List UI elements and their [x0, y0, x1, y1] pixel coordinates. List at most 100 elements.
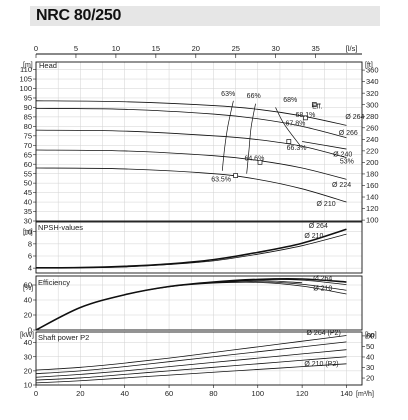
y-tick-label: 0 — [28, 326, 32, 335]
right-tick-label: 340 — [366, 77, 379, 86]
right-tick-label: 160 — [366, 181, 379, 190]
head-annotation-68-1: 68.1% — [295, 112, 315, 119]
efficiency-unit-left: [%] — [23, 285, 33, 292]
power-unit-right: [hp] — [365, 332, 377, 339]
head-series-224 — [35, 149, 347, 180]
y-tick-label: 60 — [24, 281, 32, 290]
head-series-266 — [35, 107, 347, 139]
head-annotation-63-5: 63.5% — [211, 176, 231, 183]
top-axis-unit: [l/s] — [346, 44, 358, 53]
y-tick-label: 65 — [24, 150, 32, 159]
right-tick-label: 240 — [366, 135, 379, 144]
efficiency-label-210: Ø 210 — [313, 285, 332, 292]
bep-marker — [233, 173, 238, 178]
y-tick-label: 45 — [24, 188, 32, 197]
y-tick-label: 90 — [24, 103, 32, 112]
right-tick-label: 30 — [366, 363, 374, 372]
right-tick-label: 360 — [366, 66, 379, 75]
right-tick-label: 60 — [366, 331, 374, 340]
right-tick-label: 260 — [366, 123, 379, 132]
bep-marker — [311, 102, 317, 107]
y-tick-label: 30 — [24, 352, 32, 361]
efficiency-panel-frame — [35, 275, 363, 331]
head-series-264 — [35, 100, 347, 126]
x-tick-label: 0 — [34, 389, 38, 398]
x-tick-label: 40 — [121, 389, 129, 398]
top-tick-label: 35 — [311, 44, 319, 53]
efficiency-label-264: Ø 264 — [313, 276, 332, 283]
power-series-210-p2 — [35, 363, 347, 384]
right-tick-label: 280 — [366, 112, 379, 121]
right-tick-label: 320 — [366, 89, 379, 98]
power-panel-frame — [35, 331, 363, 386]
y-tick-label: 60 — [24, 160, 32, 169]
y-tick-label: 75 — [24, 131, 32, 140]
y-tick-label: 30 — [24, 217, 32, 226]
power-panel-label: Shaft power P2 — [38, 333, 89, 342]
y-tick-label: 10 — [24, 381, 32, 390]
y-tick-label: 20 — [24, 366, 32, 375]
iso-efficiency-63 — [221, 100, 234, 171]
y-tick-label: 40 — [24, 198, 32, 207]
head-annotation-eff: Eff. — [312, 103, 322, 110]
right-tick-label: 100 — [366, 216, 379, 225]
head-unit-right: [ft] — [365, 62, 373, 69]
power-series-224 — [35, 356, 347, 381]
npsh-panel-frame — [35, 221, 363, 274]
bep-marker — [257, 159, 263, 165]
chart-title: NRC 80/250 — [36, 7, 122, 24]
x-tick-label: 20 — [76, 389, 84, 398]
y-tick-label: 10 — [24, 227, 32, 236]
head-label-240: Ø 240 — [333, 152, 352, 159]
head-label-210: Ø 210 — [317, 201, 336, 208]
right-tick-label: 220 — [366, 146, 379, 155]
npsh-panel-label: NPSH-values — [38, 223, 83, 232]
y-tick-label: 80 — [24, 122, 32, 131]
right-tick-label: 120 — [366, 204, 379, 213]
y-tick-label: 110 — [20, 65, 32, 74]
npsh-label-210: Ø 210 — [304, 233, 323, 240]
head-annotation-53: 53% — [340, 158, 354, 165]
title-bar: NRC 80/250 — [30, 6, 380, 26]
head-label-266: Ø 266 — [339, 130, 358, 137]
iso-efficiency-66 — [246, 103, 256, 174]
right-tick-label: 50 — [366, 342, 374, 351]
head-series-53 — [302, 141, 347, 150]
efficiency-series-210 — [35, 281, 347, 331]
head-unit-left: [m] — [23, 62, 33, 69]
npsh-unit-left: [m] — [23, 229, 33, 236]
y-tick-label: 35 — [24, 207, 32, 216]
power-label-210: Ø 210 (P2) — [304, 361, 338, 368]
head-annotation-64-6: 64.6% — [244, 155, 264, 162]
head-series-210 — [35, 167, 347, 203]
top-tick-label: 15 — [152, 44, 160, 53]
head-annotation-66-3: 66.3% — [287, 145, 307, 152]
top-tick-label: 25 — [232, 44, 240, 53]
right-tick-label: 180 — [366, 170, 379, 179]
right-tick-label: 300 — [366, 100, 379, 109]
top-tick-label: 30 — [272, 44, 280, 53]
x-tick-label: 60 — [165, 389, 173, 398]
head-label-224: Ø 224 — [332, 182, 351, 189]
power-unit-left: [kW] — [20, 332, 34, 339]
head-annotation-67-8: 67.8% — [285, 120, 305, 127]
y-tick-label: 50 — [24, 179, 32, 188]
y-tick-label: 8 — [28, 239, 32, 248]
top-tick-label: 20 — [192, 44, 200, 53]
head-annotation-66: 66% — [247, 93, 261, 100]
x-tick-label: 140 — [340, 389, 353, 398]
y-tick-label: 6 — [28, 252, 32, 261]
head-annotation-68: 68% — [283, 97, 297, 104]
y-tick-label: 40 — [24, 296, 32, 305]
bep-marker — [303, 115, 308, 121]
npsh-series-210 — [35, 233, 347, 269]
x-tick-label: 120 — [296, 389, 309, 398]
y-tick-label: 100 — [19, 84, 32, 93]
efficiency-panel-label: Efficiency — [38, 278, 70, 287]
right-tick-label: 40 — [366, 353, 374, 362]
y-tick-label: 85 — [24, 112, 32, 121]
y-tick-label: 95 — [24, 94, 32, 103]
y-tick-label: 55 — [24, 169, 32, 178]
head-label-264: Ø 264 — [345, 114, 364, 121]
